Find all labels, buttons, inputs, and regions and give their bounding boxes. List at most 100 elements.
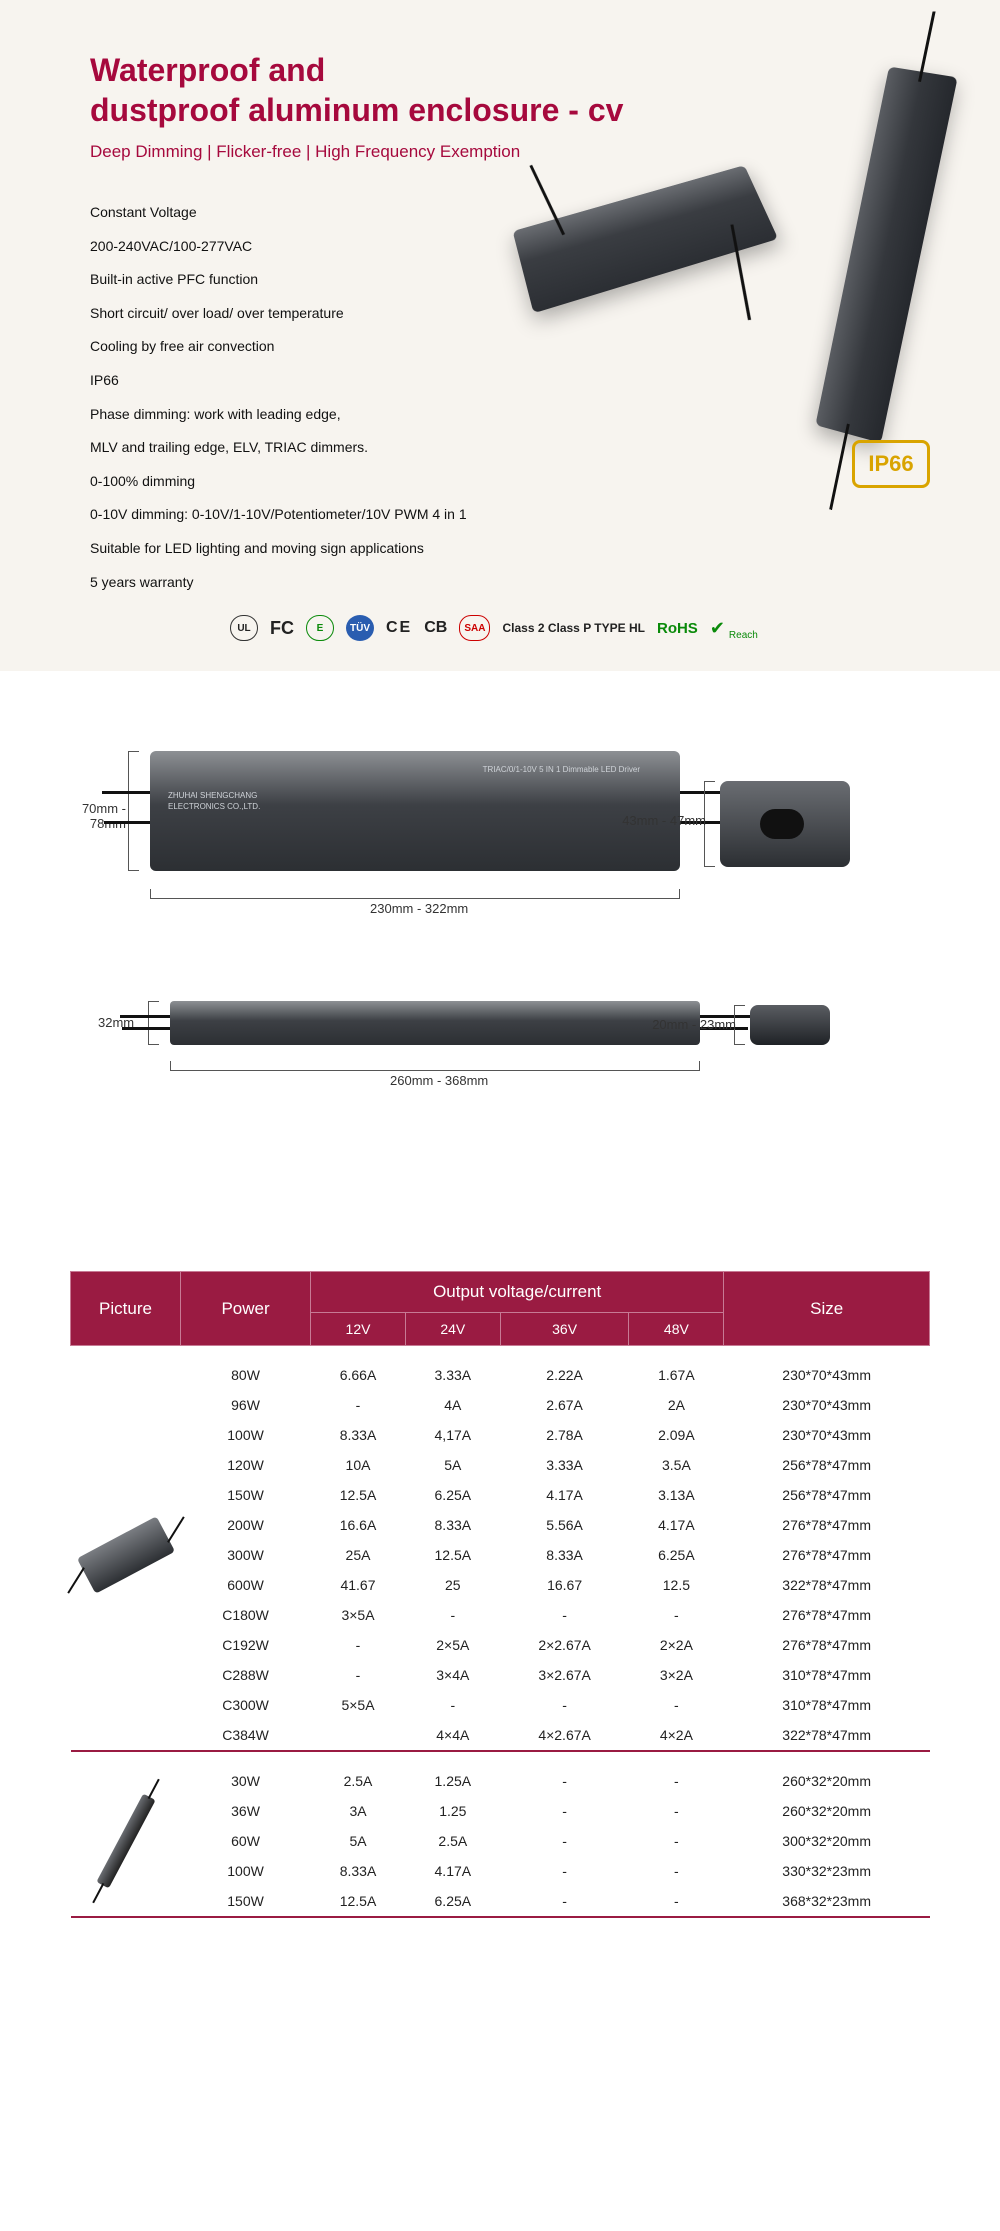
- cell-48v: 4.17A: [629, 1510, 724, 1540]
- table-header: Picture Power Output voltage/current Siz…: [71, 1272, 930, 1346]
- th-size: Size: [724, 1272, 930, 1346]
- feature-item: Phase dimming: work with leading edge,: [90, 398, 930, 432]
- table-row: 36W 3A 1.25 - - 260*32*20mm: [71, 1796, 930, 1826]
- cell-24v: 8.33A: [405, 1510, 500, 1540]
- cell-12v: 8.33A: [311, 1856, 406, 1886]
- cell-24v: 4A: [405, 1390, 500, 1420]
- cell-36v: -: [500, 1690, 629, 1720]
- table-row: 80W 6.66A 3.33A 2.22A 1.67A 230*70*43mm: [71, 1360, 930, 1390]
- feature-item: 200-240VAC/100-277VAC: [90, 230, 930, 264]
- cell-power: C384W: [181, 1720, 311, 1750]
- cable: [122, 1027, 170, 1030]
- cell-size: 276*78*47mm: [724, 1600, 930, 1630]
- ce-icon: CE: [386, 619, 412, 637]
- cell-12v: 5A: [311, 1826, 406, 1856]
- th-output: Output voltage/current: [311, 1272, 724, 1313]
- picture-cell-wide: [71, 1360, 181, 1750]
- feature-item: Short circuit/ over load/ over temperatu…: [90, 297, 930, 331]
- table-row: 300W 25A 12.5A 8.33A 6.25A 276*78*47mm: [71, 1540, 930, 1570]
- feature-item: 0-100% dimming: [90, 465, 930, 499]
- cell-24v: 6.25A: [405, 1480, 500, 1510]
- th-picture: Picture: [71, 1272, 181, 1346]
- cell-24v: 3.33A: [405, 1360, 500, 1390]
- cable: [120, 1015, 170, 1018]
- cell-36v: 8.33A: [500, 1540, 629, 1570]
- cell-36v: -: [500, 1766, 629, 1796]
- cell-12v: 8.33A: [311, 1420, 406, 1450]
- cell-36v: -: [500, 1886, 629, 1916]
- table-row: [71, 1751, 930, 1766]
- dim-body-slim: [170, 1001, 700, 1045]
- cell-36v: 3.33A: [500, 1450, 629, 1480]
- cell-24v: -: [405, 1600, 500, 1630]
- cell-12v: -: [311, 1390, 406, 1420]
- spec-table-section: Picture Power Output voltage/current Siz…: [0, 1231, 1000, 1978]
- table-row: C384W 4×4A 4×2.67A 4×2A 322*78*47mm: [71, 1720, 930, 1750]
- cell-power: C180W: [181, 1600, 311, 1630]
- ip66-badge: IP66: [852, 440, 930, 488]
- cell-power: 100W: [181, 1420, 311, 1450]
- table-row: C180W 3×5A - - - 276*78*47mm: [71, 1600, 930, 1630]
- cell-24v: 1.25A: [405, 1766, 500, 1796]
- th-power: Power: [181, 1272, 311, 1346]
- fcc-icon: FC: [270, 618, 294, 639]
- cell-36v: -: [500, 1600, 629, 1630]
- cable: [102, 791, 150, 794]
- reach-text: Reach: [729, 630, 758, 641]
- cell-36v: -: [500, 1796, 629, 1826]
- cell-36v: -: [500, 1856, 629, 1886]
- cell-12v: 2.5A: [311, 1766, 406, 1796]
- spec-table: Picture Power Output voltage/current Siz…: [70, 1271, 930, 1918]
- cell-size: 300*32*20mm: [724, 1826, 930, 1856]
- cell-power: 150W: [181, 1480, 311, 1510]
- feature-item: IP66: [90, 364, 930, 398]
- th-24v: 24V: [405, 1313, 500, 1346]
- cell-36v: 2.78A: [500, 1420, 629, 1450]
- feature-item: Suitable for LED lighting and moving sig…: [90, 532, 930, 566]
- cell-24v: 4.17A: [405, 1856, 500, 1886]
- cell-power: 80W: [181, 1360, 311, 1390]
- reach-check-icon: ✔: [710, 618, 725, 639]
- dim-depth-wide: 43mm - 47mm: [622, 813, 706, 828]
- dim-block-slim: 32mm 20mm - 23mm 260mm - 368mm: [70, 1001, 930, 1111]
- table-row: 200W 16.6A 8.33A 5.56A 4.17A 276*78*47mm: [71, 1510, 930, 1540]
- cell-48v: -: [629, 1600, 724, 1630]
- cell-48v: 2.09A: [629, 1420, 724, 1450]
- cell-24v: 1.25: [405, 1796, 500, 1826]
- table-row: 100W 8.33A 4.17A - - 330*32*23mm: [71, 1856, 930, 1886]
- cell-48v: 3.13A: [629, 1480, 724, 1510]
- dim-length-slim: 260mm - 368mm: [390, 1073, 488, 1088]
- table-separator: [71, 1916, 930, 1917]
- cell-size: 230*70*43mm: [724, 1390, 930, 1420]
- cell-power: 600W: [181, 1570, 311, 1600]
- feature-item: Constant Voltage: [90, 196, 930, 230]
- cell-48v: 1.67A: [629, 1360, 724, 1390]
- cell-size: 310*78*47mm: [724, 1660, 930, 1690]
- table-row: C288W - 3×4A 3×2.67A 3×2A 310*78*47mm: [71, 1660, 930, 1690]
- dim-endcap-slim: [750, 1005, 830, 1045]
- cell-power: C300W: [181, 1690, 311, 1720]
- cell-size: 230*70*43mm: [724, 1420, 930, 1450]
- table-body: 80W 6.66A 3.33A 2.22A 1.67A 230*70*43mm9…: [71, 1346, 930, 1918]
- cell-36v: 3×2.67A: [500, 1660, 629, 1690]
- cell-24v: 2×5A: [405, 1630, 500, 1660]
- cell-power: 120W: [181, 1450, 311, 1480]
- cell-36v: 16.67: [500, 1570, 629, 1600]
- cell-size: 260*32*20mm: [724, 1796, 930, 1826]
- body-brand: ZHUHAI SHENGCHANG ELECTRONICS CO.,LTD.: [168, 791, 260, 812]
- cell-48v: 3.5A: [629, 1450, 724, 1480]
- ul-icon: UL: [230, 615, 258, 641]
- cb-icon: CB: [424, 619, 447, 637]
- cell-size: 276*78*47mm: [724, 1510, 930, 1540]
- table-row: 60W 5A 2.5A - - 300*32*20mm: [71, 1826, 930, 1856]
- cell-36v: 5.56A: [500, 1510, 629, 1540]
- product-thumb-wide: [76, 1516, 174, 1594]
- th-36v: 36V: [500, 1313, 629, 1346]
- cell-12v: 25A: [311, 1540, 406, 1570]
- cell-48v: -: [629, 1826, 724, 1856]
- cable: [104, 821, 150, 824]
- cell-12v: [311, 1720, 406, 1750]
- cell-48v: 2×2A: [629, 1630, 724, 1660]
- table-row: C300W 5×5A - - - 310*78*47mm: [71, 1690, 930, 1720]
- cell-48v: -: [629, 1856, 724, 1886]
